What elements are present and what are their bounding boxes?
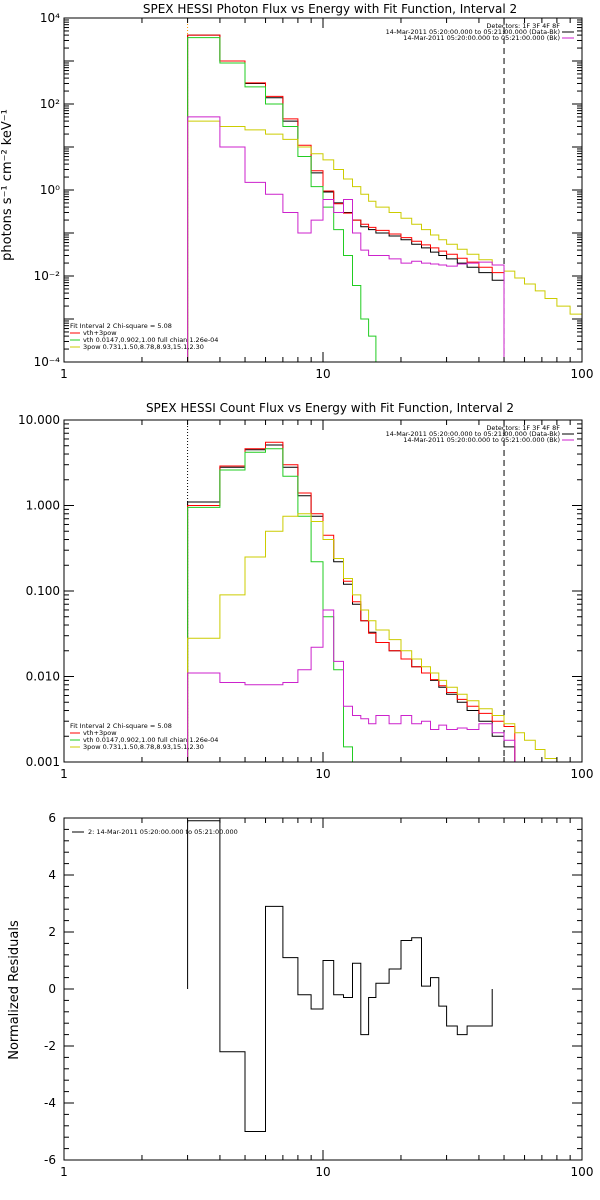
series-vth-3pow bbox=[187, 441, 516, 762]
y-tick-label: 10.000 bbox=[18, 413, 60, 427]
series-3pow bbox=[187, 120, 582, 362]
y-tick-label: -6 bbox=[44, 1153, 56, 1167]
x-tick-label: 1 bbox=[60, 767, 68, 781]
legend-bottom-entry: 3pow 0.731,1.50,8.78,8.93,15.1,2.30 bbox=[83, 343, 204, 351]
legend-top-entry: Detectors: 1F 3F 4F 8F bbox=[486, 424, 560, 432]
x-tick-label: 100 bbox=[571, 767, 594, 781]
series-residuals bbox=[187, 820, 493, 1132]
y-tick-label: 10⁻⁴ bbox=[34, 355, 61, 369]
legend-bottom-entry: vth 0.0147,0.902,1.00 full chian 1.26e-0… bbox=[83, 336, 218, 344]
legend-bottom-entry: vth+3pow bbox=[83, 329, 117, 337]
series-bk bbox=[187, 609, 516, 762]
legend-top-entry: 14-Mar-2011 05:20:00.000 to 05:21:00.000… bbox=[386, 28, 560, 36]
x-tick-label: 10 bbox=[315, 1165, 330, 1179]
legend-entry: 2: 14-Mar-2011 05:20:00.000 to 05:21:00.… bbox=[88, 828, 238, 836]
photon-flux-ylabel: photons s⁻¹ cm⁻² keV⁻¹ bbox=[0, 109, 15, 261]
photon-flux-panel: SPEX HESSI Photon Flux vs Energy with Fi… bbox=[0, 2, 594, 381]
count-flux-title: SPEX HESSI Count Flux vs Energy with Fit… bbox=[146, 401, 514, 415]
x-tick-label: 100 bbox=[571, 1165, 594, 1179]
x-tick-label: 10 bbox=[315, 767, 330, 781]
y-tick-label: 0.010 bbox=[26, 670, 60, 684]
residuals-ylabel: Normalized Residuals bbox=[7, 920, 22, 1060]
y-tick-label: 10⁰ bbox=[40, 183, 60, 197]
y-tick-label: 1.000 bbox=[26, 499, 60, 513]
legend-top-entry: 14-Mar-2011 05:20:00.000 to 05:21:00.000… bbox=[403, 436, 560, 444]
legend-top-entry: 14-Mar-2011 05:20:00.000 to 05:21:00.000… bbox=[386, 430, 560, 438]
legend-bottom-entry: 3pow 0.731,1.50,8.78,8.93,15.1,2.30 bbox=[83, 743, 204, 751]
series-vth-3pow bbox=[187, 34, 505, 362]
photon-flux-title: SPEX HESSI Photon Flux vs Energy with Fi… bbox=[143, 2, 517, 16]
y-tick-label: 4 bbox=[48, 868, 56, 882]
y-tick-label: -2 bbox=[44, 1039, 56, 1053]
y-tick-label: 0.001 bbox=[26, 755, 60, 769]
y-tick-label: 6 bbox=[48, 811, 56, 825]
series-data-bk bbox=[187, 34, 505, 362]
legend-bottom-entry: Fit Interval 2 Chi-square = 5.08 bbox=[70, 322, 172, 330]
legend-bottom-entry: vth 0.0147,0.902,1.00 full chian 1.26e-0… bbox=[83, 736, 218, 744]
legend-bottom-entry: vth+3pow bbox=[83, 729, 117, 737]
x-tick-label: 100 bbox=[571, 367, 594, 381]
legend-bottom-entry: Fit Interval 2 Chi-square = 5.08 bbox=[70, 722, 172, 730]
x-tick-label: 1 bbox=[60, 1165, 68, 1179]
y-tick-label: 10² bbox=[40, 97, 60, 111]
count-flux-panel: SPEX HESSI Count Flux vs Energy with Fit… bbox=[18, 401, 594, 781]
legend-top-entry: Detectors: 1F 3F 4F 8F bbox=[486, 22, 560, 30]
series-vth bbox=[187, 37, 377, 362]
series-3pow bbox=[187, 513, 558, 762]
series-bk bbox=[187, 116, 505, 362]
series-vth bbox=[187, 448, 353, 762]
x-tick-label: 10 bbox=[315, 367, 330, 381]
y-tick-label: -4 bbox=[44, 1096, 56, 1110]
legend-top-entry: 14-Mar-2011 05:20:00.000 to 05:21:00.000… bbox=[403, 34, 560, 42]
y-tick-label: 10⁻² bbox=[34, 269, 61, 283]
x-tick-label: 1 bbox=[60, 367, 68, 381]
y-tick-label: 0.100 bbox=[26, 584, 60, 598]
series-data-bk bbox=[187, 444, 516, 762]
y-tick-label: 10⁴ bbox=[40, 11, 60, 25]
y-tick-label: 0 bbox=[48, 982, 56, 996]
residuals-panel: Normalized Residuals 1 10 100 -6 -4 -2 0 2 4 6 2:… bbox=[7, 811, 593, 1179]
y-tick-label: 2 bbox=[48, 925, 56, 939]
